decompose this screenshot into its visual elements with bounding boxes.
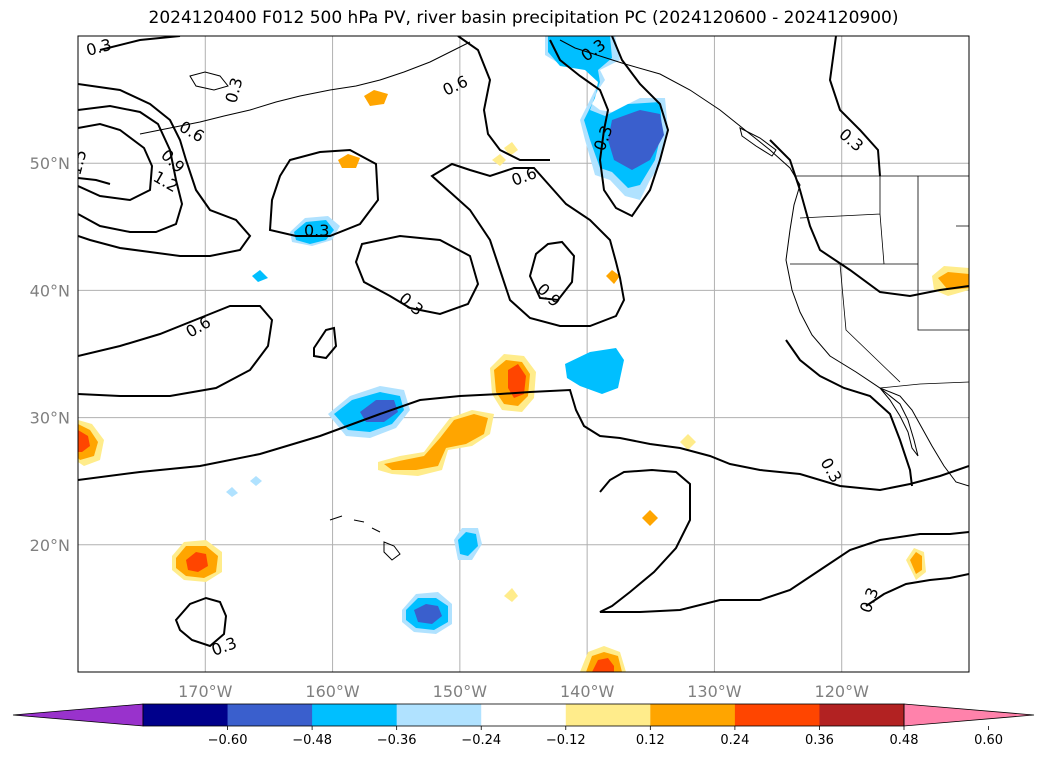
lon-tick-label: 170°W — [178, 682, 233, 701]
borders — [790, 175, 969, 389]
shade-region — [414, 604, 442, 624]
colorbar-segment — [819, 704, 905, 726]
contour-line — [354, 234, 480, 316]
vancouver-island — [739, 127, 777, 157]
longitude-labels: 170°W 160°W 150°W 140°W 130°W 120°W — [178, 682, 869, 701]
colorbar-tick-label: −0.60 — [208, 733, 248, 748]
contour-line — [313, 326, 338, 360]
lon-tick-label: 120°W — [815, 682, 870, 701]
contour-line — [457, 36, 550, 161]
shade-region — [384, 414, 488, 470]
contour-line — [78, 83, 252, 257]
contour-line — [528, 240, 576, 302]
latitude-labels: 50°N 40°N 30°N 20°N — [30, 154, 70, 555]
alaska-peninsula — [189, 71, 229, 91]
contour-line — [785, 339, 913, 487]
colorbar-outline — [142, 703, 905, 727]
shade-region — [680, 434, 696, 450]
contour-line — [865, 573, 969, 607]
map-title: 2024120400 F012 500 hPa PV, river basin … — [148, 8, 899, 28]
state-borders — [790, 176, 969, 383]
lon-tick-label: 140°W — [560, 682, 615, 701]
shade-region — [910, 552, 922, 574]
shade-region — [565, 348, 624, 394]
lat-tick-label: 30°N — [30, 409, 70, 428]
colorbar-segment — [481, 704, 567, 726]
shade-region — [226, 487, 238, 497]
contour-line — [78, 104, 184, 233]
lon-tick-label: 150°W — [433, 682, 488, 701]
shade-region — [938, 272, 969, 290]
contour-line — [599, 468, 969, 613]
shade-region — [338, 154, 360, 168]
colorbar-tick-label: −0.12 — [546, 733, 586, 748]
colorbar-tick-label: 0.24 — [720, 733, 749, 748]
shade-region — [360, 400, 398, 422]
contour-line — [78, 177, 111, 185]
shade-region — [608, 110, 664, 170]
colorbar-segment — [143, 704, 229, 726]
shade-region — [186, 552, 208, 572]
contour-line — [99, 36, 181, 51]
shade-region — [504, 142, 518, 156]
lon-tick-label: 130°W — [687, 682, 742, 701]
lon-tick-label: 160°W — [305, 682, 360, 701]
colorbar: −0.60 −0.48 −0.36 −0.24 −0.12 0.12 0.24 0.36 0.4… — [12, 703, 1035, 748]
north-america-coast — [559, 39, 969, 487]
colorbar-segment — [734, 704, 820, 726]
shade-region — [294, 220, 334, 244]
coastlines — [139, 39, 969, 561]
colorbar-tick-label: −0.36 — [377, 733, 417, 748]
colorbar-tick-label: 0.12 — [636, 733, 665, 748]
shade-region — [364, 90, 388, 106]
contour-label: 0.3 — [304, 221, 329, 240]
colorbar-segment — [396, 704, 482, 726]
shade-region — [492, 154, 506, 166]
map-frame — [77, 35, 970, 673]
lat-tick-label: 50°N — [30, 154, 70, 173]
colorbar-segment — [312, 704, 398, 726]
colorbar-tick-label: 0.48 — [890, 733, 919, 748]
colorbar-tick-label: −0.48 — [292, 733, 332, 748]
lat-tick-label: 20°N — [30, 536, 70, 555]
pv-contours — [78, 36, 969, 648]
contour-line — [78, 305, 274, 397]
shade-region — [504, 588, 518, 602]
map-area — [78, 36, 969, 672]
shade-region — [250, 476, 262, 486]
contour-line — [828, 36, 881, 177]
contour-line — [430, 162, 626, 327]
shade-region — [458, 532, 478, 556]
contour-line — [769, 139, 969, 298]
colorbar-segment — [227, 704, 313, 726]
gridlines — [78, 36, 969, 672]
contour-line — [78, 122, 154, 202]
colorbar-segment — [650, 704, 736, 726]
shade-region — [78, 430, 90, 452]
colorbar-tick-label: −0.24 — [461, 733, 501, 748]
contour-line — [78, 388, 969, 492]
hawaii-islands — [329, 515, 401, 561]
contour-line — [268, 148, 380, 237]
aleutian-islands — [139, 41, 471, 135]
colorbar-extend-high — [903, 703, 1035, 727]
us-mexico-border — [879, 381, 969, 389]
contour-label: 0.3 — [84, 35, 114, 60]
shade-region — [508, 364, 526, 398]
colorbar-tick-label: 0.60 — [974, 733, 1003, 748]
contour-line — [549, 36, 670, 218]
colorbar-tick-label: 0.36 — [805, 733, 834, 748]
shade-region — [642, 510, 658, 526]
contour-line — [174, 596, 228, 648]
shade-region — [592, 658, 614, 672]
colorbar-segment — [565, 704, 651, 726]
shade-region — [606, 270, 620, 284]
shade-region — [252, 270, 268, 282]
lat-tick-label: 40°N — [30, 281, 70, 300]
baja-coast — [879, 387, 919, 457]
colorbar-extend-low — [12, 703, 144, 727]
